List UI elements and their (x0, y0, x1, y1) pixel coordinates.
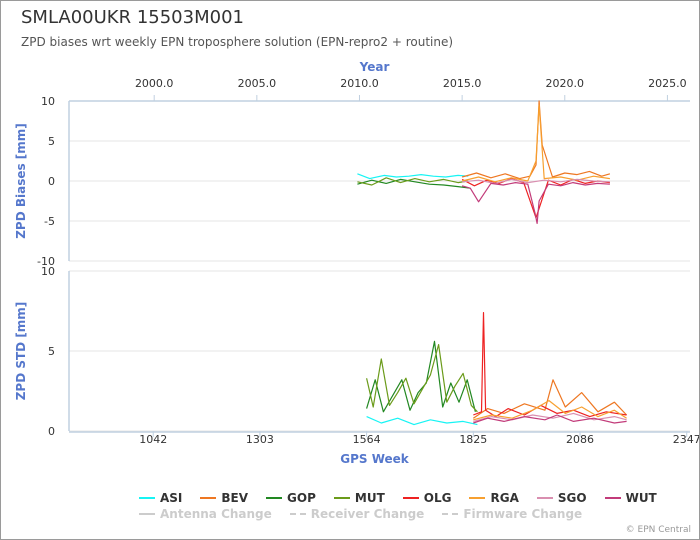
legend-swatch-rga (469, 497, 486, 499)
legend-item-bev[interactable]: BEV (200, 491, 248, 505)
std-y-tick-label: 10 (41, 265, 55, 278)
bias-y-tick-label: 5 (48, 135, 55, 148)
std-x-tick-label: 1303 (246, 433, 274, 446)
bias-y-tick-label: -5 (44, 215, 55, 228)
std-series-sgo (473, 412, 627, 422)
legend-swatch-receiver-change (289, 513, 306, 515)
bias-x-tick-label: 2010.0 (340, 77, 379, 90)
bias-y-tick-label: 10 (41, 95, 55, 108)
std-x-tick-label: 2347 (673, 433, 699, 446)
legend-swatch-bev (200, 497, 217, 499)
bias-y-tick-label: -10 (37, 255, 55, 268)
std-series-bev (472, 379, 628, 419)
legend-label-sgo: SGO (557, 491, 587, 505)
std-x-tick-label: 1825 (459, 433, 487, 446)
legend-swatch-firmware-change (442, 513, 459, 515)
legend-label-bev: BEV (221, 491, 249, 505)
legend-swatch-sgo (536, 497, 553, 499)
std-series-olg (473, 312, 627, 418)
bias-y-tick-label: 0 (48, 175, 55, 188)
std-x-axis-title: GPS Week (340, 452, 410, 466)
legend-item-asi[interactable]: ASI (139, 491, 182, 505)
std-series-gop (366, 340, 476, 413)
legend-item-antenna-change[interactable]: Antenna Change (139, 507, 272, 521)
legend-label-firmware-change: Firmware Change (463, 507, 583, 521)
std-y-axis-title: ZPD STD [mm] (14, 302, 28, 401)
bias-x-tick-label: 2025.0 (648, 77, 687, 90)
legend-swatch-antenna-change (139, 513, 155, 515)
legend-label-receiver-change: Receiver Change (310, 507, 425, 521)
std-y-tick-label: 0 (48, 425, 55, 438)
std-x-tick-label: 1564 (353, 433, 381, 446)
legend-label-gop: GOP (287, 491, 316, 505)
legend-item-rga[interactable]: RGA (469, 491, 519, 505)
legend-item-wut[interactable]: WUT (604, 491, 657, 505)
bias-series-sgo (462, 178, 610, 184)
chart-subtitle: ZPD biases wrt weekly EPN troposphere so… (21, 35, 454, 49)
std-series-mut (366, 344, 478, 413)
bias-series-gop (357, 178, 471, 189)
std-y-tick-label: 5 (48, 345, 55, 358)
std-series-asi (366, 416, 478, 426)
legend-item-mut[interactable]: MUT (333, 491, 385, 505)
std-series-rga (473, 400, 627, 421)
bias-series-rga (461, 104, 610, 183)
legend-item-firmware-change[interactable]: Firmware Change (442, 507, 582, 521)
legend-label-olg: OLG (423, 491, 452, 505)
legend-item-receiver-change[interactable]: Receiver Change (289, 507, 425, 521)
bias-x-tick-label: 2020.0 (546, 77, 585, 90)
legend-item-sgo[interactable]: SGO (536, 491, 587, 505)
legend-label-asi: ASI (160, 491, 183, 505)
legend-changes: Antenna Change Receiver Change Firmware … (139, 507, 600, 521)
credit-text: © EPN Central (625, 525, 691, 535)
legend-label-antenna-change: Antenna Change (160, 507, 272, 521)
bias-y-axis-title: ZPD Biases [mm] (14, 123, 28, 239)
legend-swatch-asi (139, 497, 155, 499)
bias-x-tick-label: 2000.0 (135, 77, 174, 90)
legend-swatch-olg (402, 497, 419, 499)
bias-x-tick-label: 2005.0 (238, 77, 277, 90)
bias-series-wut (461, 182, 610, 224)
legend-item-gop[interactable]: GOP (266, 491, 316, 505)
std-series-wut (473, 414, 627, 424)
legend-item-olg[interactable]: OLG (402, 491, 452, 505)
std-x-tick-label: 1042 (139, 433, 167, 446)
legend-swatch-wut (604, 497, 621, 499)
bias-x-axis-title: Year (359, 60, 390, 74)
legend-label-mut: MUT (354, 491, 385, 505)
legend-label-wut: WUT (625, 491, 657, 505)
bias-series-asi (357, 173, 469, 180)
legend-swatch-mut (333, 497, 350, 499)
std-x-tick-label: 2086 (566, 433, 594, 446)
chart-title: SMLA00UKR 15503M001 (21, 7, 244, 28)
legend-series: ASI BEV GOP MUT OLG RGA SGO WUT (139, 491, 675, 505)
bias-x-tick-label: 2015.0 (443, 77, 482, 90)
legend-swatch-gop (266, 497, 283, 499)
bias-series-bev (461, 100, 611, 180)
legend-label-rga: RGA (490, 491, 519, 505)
bias-series-mut (357, 177, 469, 186)
